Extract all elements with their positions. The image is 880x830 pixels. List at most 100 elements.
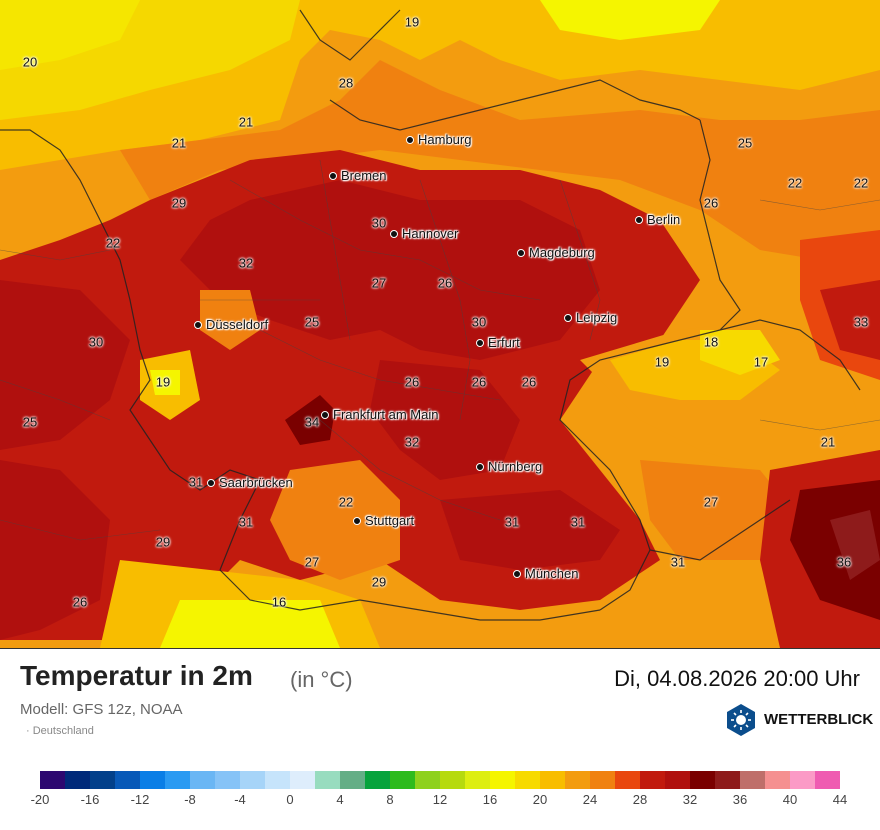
city-name: Stuttgart [365, 513, 415, 528]
legend-swatch [290, 771, 315, 789]
legend-tick-label: 36 [732, 792, 748, 807]
city-name: Nürnberg [488, 459, 543, 474]
region-label: · Deutschland [26, 725, 94, 737]
temperature-label: 26 [471, 374, 487, 390]
legend-swatch [415, 771, 440, 789]
legend-swatch [240, 771, 265, 789]
temperature-label: 32 [404, 434, 420, 450]
legend-tick-label: 8 [386, 792, 394, 807]
legend-tick-label: 32 [682, 792, 698, 807]
legend-tick-label: -8 [184, 792, 196, 807]
city-marker [476, 463, 484, 471]
sun-weather-icon [727, 704, 755, 736]
legend-swatch [715, 771, 740, 789]
temperature-label: 33 [853, 314, 869, 330]
temperature-label: 22 [853, 175, 869, 191]
temperature-label: 22 [338, 494, 354, 510]
city-name: Saarbrücken [219, 475, 293, 490]
temperature-label: 30 [88, 334, 104, 350]
legend-swatch [515, 771, 540, 789]
city-name: München [525, 566, 579, 581]
legend-swatch [615, 771, 640, 789]
city-marker [635, 216, 643, 224]
legend-swatch [740, 771, 765, 789]
brand-name: WETTERBLICK [764, 711, 874, 728]
city-marker [564, 314, 572, 322]
city-name: Hamburg [418, 132, 472, 147]
city-name: Erfurt [488, 335, 520, 350]
legend-swatch [190, 771, 215, 789]
temperature-label: 18 [703, 334, 719, 350]
temperature-label: 30 [471, 314, 487, 330]
temperature-label: 29 [155, 534, 171, 550]
city-name: Frankfurt am Main [333, 407, 439, 422]
temperature-label: 21 [171, 135, 187, 151]
legend-swatch [690, 771, 715, 789]
legend-swatch [815, 771, 840, 789]
legend-swatch [490, 771, 515, 789]
temperature-label: 31 [188, 474, 204, 490]
legend-swatch [115, 771, 140, 789]
legend-tick-label: 40 [782, 792, 798, 807]
city-name: Leipzig [576, 310, 618, 325]
legend-swatch [465, 771, 490, 789]
legend-swatch [565, 771, 590, 789]
legend-swatch [440, 771, 465, 789]
city-marker [406, 136, 414, 144]
temperature-label: 34 [304, 414, 320, 430]
temperature-label: 32 [238, 255, 254, 271]
city-marker [329, 172, 337, 180]
legend-tick-label: -20 [30, 792, 50, 807]
temperature-label: 36 [836, 554, 852, 570]
city-marker [517, 249, 525, 257]
temperature-label: 26 [703, 195, 719, 211]
legend-tick-label: -4 [234, 792, 246, 807]
temperature-label: 22 [787, 175, 803, 191]
city-marker [513, 570, 521, 578]
temperature-label: 22 [105, 235, 121, 251]
legend-swatch [390, 771, 415, 789]
temperature-label: 25 [737, 135, 753, 151]
temperature-label: 30 [371, 215, 387, 231]
color-legend [40, 771, 840, 789]
legend-swatch [640, 771, 665, 789]
city-marker [321, 411, 329, 419]
temperature-label: 17 [753, 354, 769, 370]
temperature-label: 29 [171, 195, 187, 211]
temperature-label: 21 [238, 114, 254, 130]
temperature-label: 27 [371, 275, 387, 291]
city-marker [194, 321, 202, 329]
legend-tick-label: 4 [336, 792, 344, 807]
legend-swatch [90, 771, 115, 789]
legend-tick-label: 12 [432, 792, 448, 807]
temperature-label: 20 [22, 54, 38, 70]
city-marker [476, 339, 484, 347]
legend-swatch [340, 771, 365, 789]
legend-tick-label: 44 [832, 792, 848, 807]
city-marker [353, 517, 361, 525]
legend-swatch [215, 771, 240, 789]
temperature-label: 28 [338, 75, 354, 91]
legend-swatch [165, 771, 190, 789]
temperature-label: 19 [155, 374, 171, 390]
legend-swatch [365, 771, 390, 789]
temperature-label: 26 [437, 275, 453, 291]
city-name: Düsseldorf [206, 317, 269, 332]
temperature-label: 31 [504, 514, 520, 530]
temperature-label: 16 [271, 594, 287, 610]
city-name: Hannover [402, 226, 459, 241]
temperature-label: 21 [820, 434, 836, 450]
legend-swatch [540, 771, 565, 789]
forecast-datetime: Di, 04.08.2026 20:00 Uhr [614, 666, 860, 691]
temperature-label: 31 [570, 514, 586, 530]
city-marker [207, 479, 215, 487]
temperature-label: 26 [521, 374, 537, 390]
temperature-label: 25 [304, 314, 320, 330]
temperature-label: 31 [238, 514, 254, 530]
legend-swatch [790, 771, 815, 789]
temperature-label: 27 [703, 494, 719, 510]
temperature-label: 25 [22, 414, 38, 430]
legend-tick-label: 16 [482, 792, 498, 807]
model-info: Modell: GFS 12z, NOAA [20, 701, 183, 718]
legend-tick-label: -16 [80, 792, 100, 807]
